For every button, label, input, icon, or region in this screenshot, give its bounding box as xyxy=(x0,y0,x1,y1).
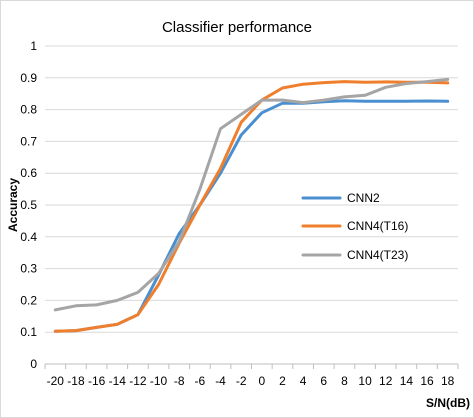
x-tick-label: -8 xyxy=(174,374,185,388)
x-tick-label: 14 xyxy=(400,374,414,388)
y-tick-label: 0.8 xyxy=(20,103,37,117)
x-tick-label: 0 xyxy=(258,374,265,388)
x-tick-label: -4 xyxy=(215,374,226,388)
x-tick-label: 4 xyxy=(300,374,307,388)
y-tick-label: 0.6 xyxy=(20,166,37,180)
x-tick-label: 10 xyxy=(358,374,372,388)
legend-label: CNN4(T23) xyxy=(347,248,408,262)
tick-labels: 00.10.20.30.40.50.60.70.80.91-20 -18 -16 -1… xyxy=(20,39,454,388)
x-tick-label: -18 xyxy=(67,374,85,388)
x-tick-label: 12 xyxy=(379,374,393,388)
x-axis-title: S/N(dB) xyxy=(426,396,470,410)
x-tick-label: 8 xyxy=(341,374,348,388)
y-tick-label: 0.7 xyxy=(20,134,37,148)
x-tick-label: -20 xyxy=(47,374,65,388)
y-tick-label: 0.9 xyxy=(20,71,37,85)
series-line-2 xyxy=(53,80,450,333)
legend-label: CNN4(T16) xyxy=(347,219,408,233)
y-tick-label: 0.3 xyxy=(20,262,37,276)
chart-title: Classifier performance xyxy=(162,19,312,36)
y-tick-label: 1 xyxy=(30,39,37,53)
y-tick-label: 0.1 xyxy=(20,325,37,339)
x-tick-label: -10 xyxy=(150,374,168,388)
y-tick-label: 0.5 xyxy=(20,198,37,212)
axes xyxy=(44,363,459,369)
y-tick-label: 0 xyxy=(30,357,37,371)
y-axis-title: Accuracy xyxy=(6,178,20,232)
x-tick-label: 16 xyxy=(420,374,434,388)
x-tick-label: -12 xyxy=(129,374,147,388)
legend-label: CNN2 xyxy=(347,191,380,205)
x-tick-label: 6 xyxy=(320,374,327,388)
x-tick-label: -14 xyxy=(109,374,127,388)
series-lines xyxy=(53,77,450,333)
x-tick-label: 18 xyxy=(441,374,455,388)
series-line-3 xyxy=(53,77,450,312)
x-tick-label: 2 xyxy=(279,374,286,388)
y-tick-label: 0.2 xyxy=(20,293,37,307)
x-tick-label: -6 xyxy=(195,374,206,388)
x-tick-label: -2 xyxy=(236,374,247,388)
x-tick-label: -16 xyxy=(88,374,106,388)
y-tick-label: 0.4 xyxy=(20,230,37,244)
legend: CNN2 CNN4(T16) CNN4(T23) xyxy=(301,191,408,262)
